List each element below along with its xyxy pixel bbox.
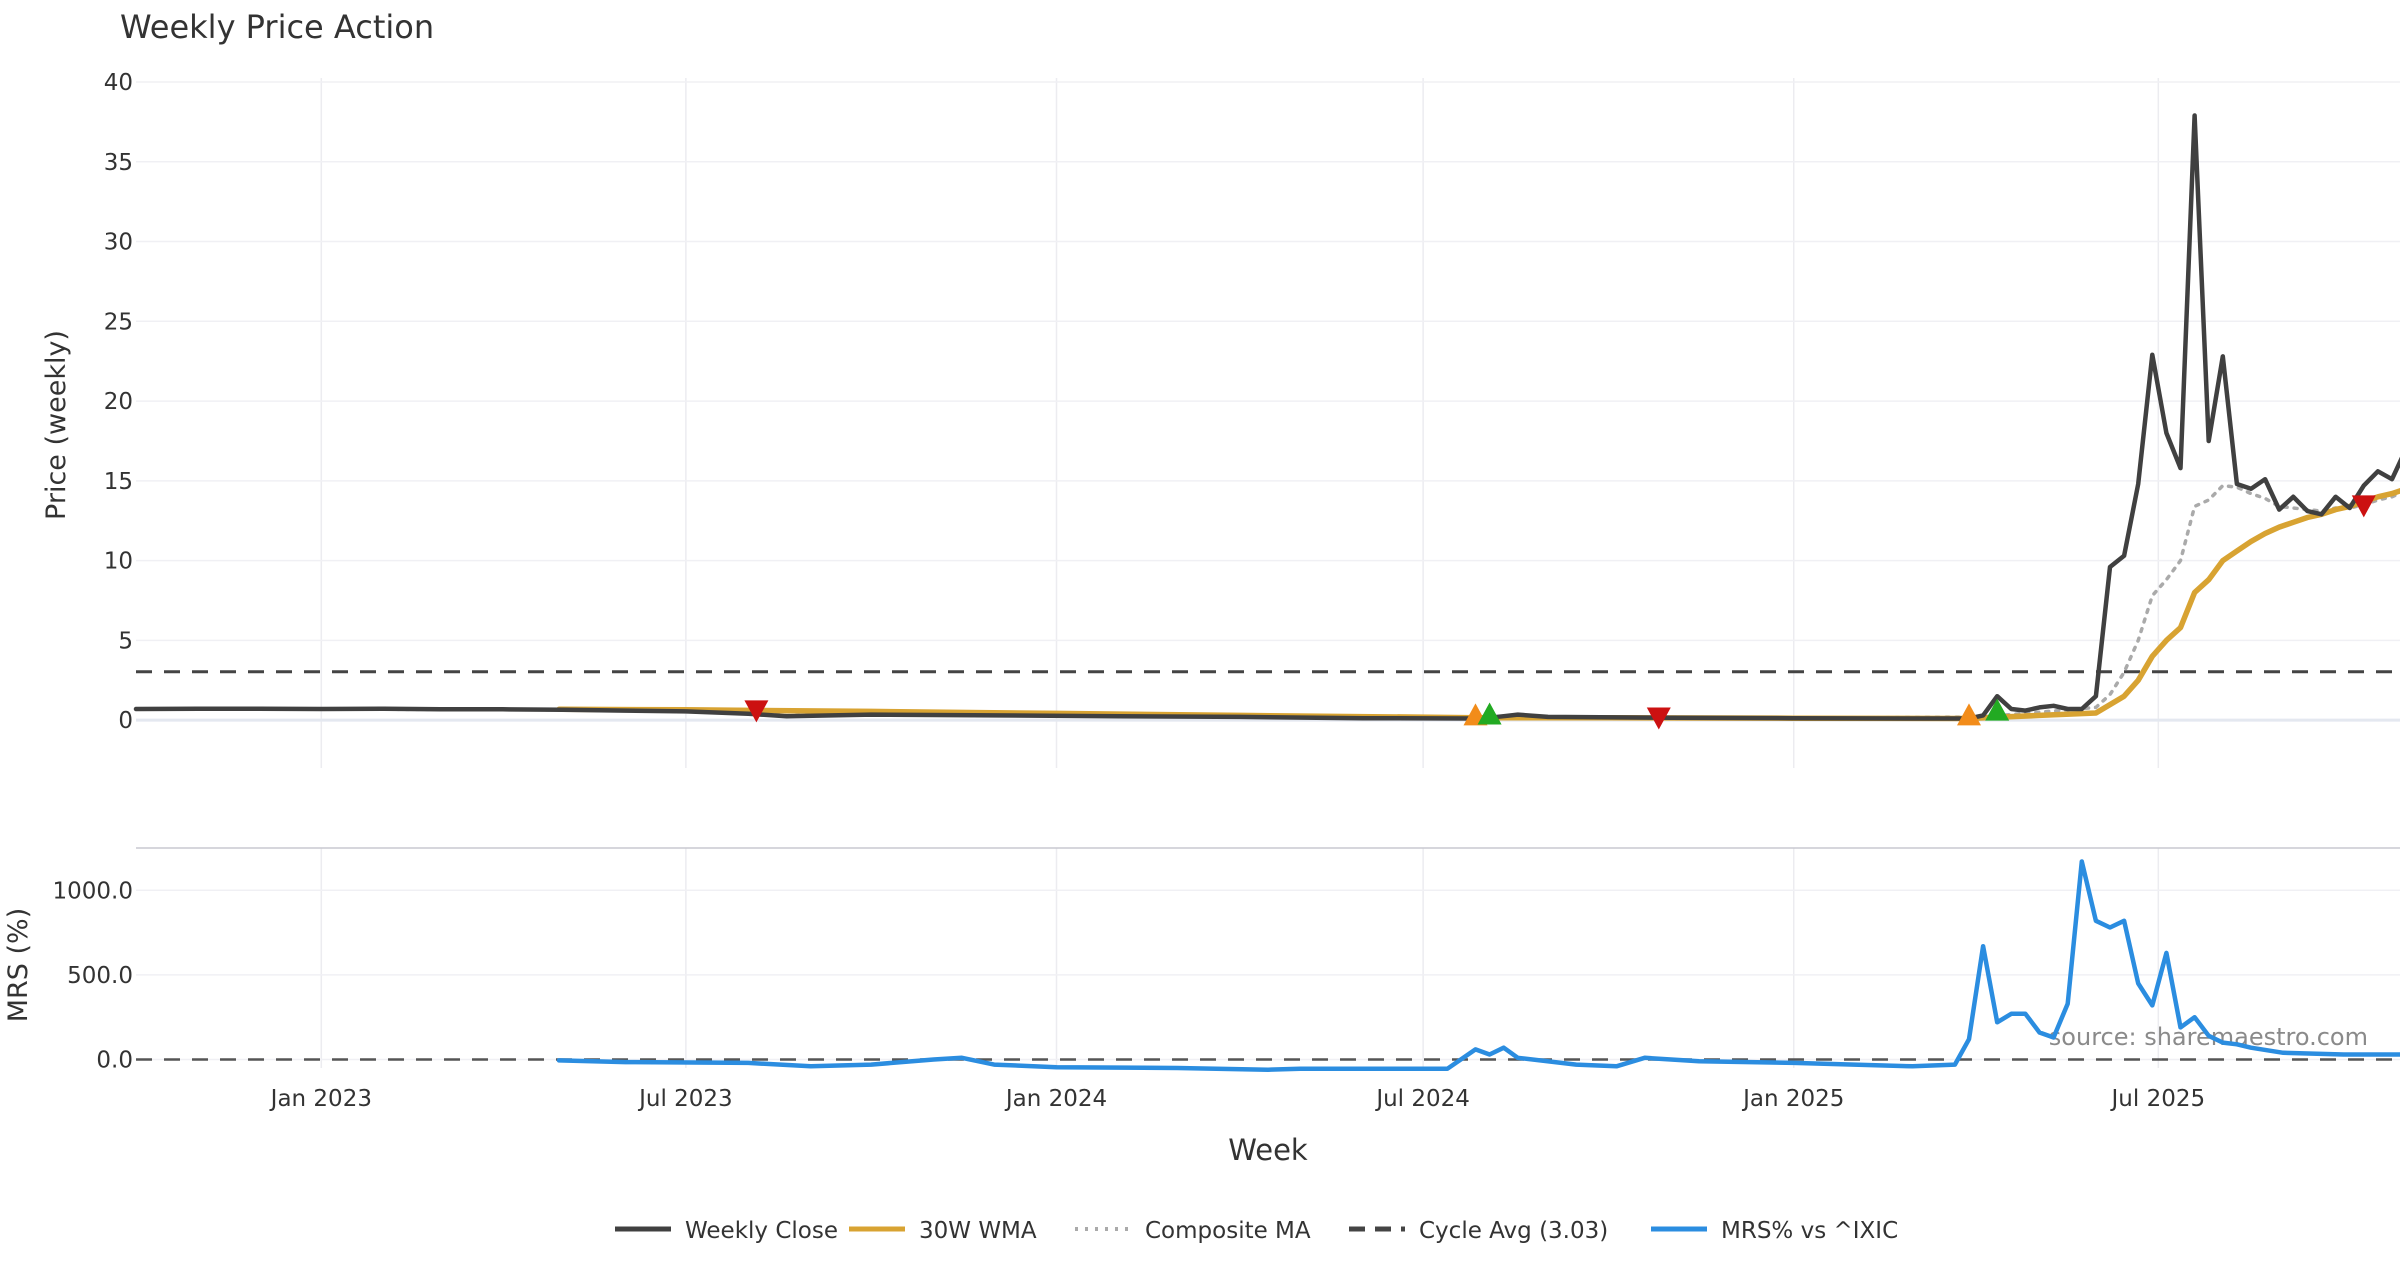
y-tick-label: 5	[118, 628, 133, 654]
legend-label: Cycle Avg (3.03)	[1419, 1218, 1608, 1244]
wma-30w-line	[556, 487, 2400, 722]
y-tick-label: 20	[104, 389, 133, 415]
mrs-y-tick-label: 0.0	[96, 1048, 133, 1074]
mrs-line	[556, 859, 2400, 1072]
buy-signal-marker	[1956, 703, 1981, 726]
x-tick-label: Jan 2024	[1004, 1086, 1107, 1112]
weekly-close-line	[133, 113, 2400, 721]
y-tick-label: 0	[118, 708, 133, 734]
legend-label: Composite MA	[1145, 1218, 1311, 1244]
x-tick-label: Jul 2025	[2110, 1086, 2206, 1112]
mrs-y-tick-label: 1000.0	[53, 878, 133, 904]
y-tick-label: 25	[104, 309, 133, 335]
x-tick-label: Jan 2023	[269, 1086, 372, 1112]
buy-signal-marker	[1477, 702, 1502, 725]
composite-ma-line	[134, 483, 2400, 720]
y-tick-label: 35	[104, 150, 133, 176]
grid-layer	[136, 78, 2400, 1068]
legend-label: Weekly Close	[685, 1218, 838, 1244]
sell-signal-marker	[1646, 707, 1671, 730]
chart-title: Weekly Price Action	[120, 8, 434, 46]
y-tick-label: 15	[104, 469, 133, 495]
x-tick-label: Jul 2023	[637, 1086, 733, 1112]
legend-label: MRS% vs ^IXIC	[1721, 1218, 1898, 1244]
x-axis-label: Week	[1228, 1133, 1308, 1167]
series-layer	[133, 113, 2400, 1072]
axes-layer: Jan 2023 Jul 2023 Jan 2024 Jul 2024 Jan 2025…	[53, 70, 2400, 1112]
sell-signal-marker	[2351, 495, 2376, 518]
mrs-y-axis-label: MRS (%)	[3, 908, 34, 1023]
y-tick-label: 40	[104, 70, 133, 96]
y-tick-label: 30	[104, 230, 133, 256]
x-tick-label: Jan 2025	[1741, 1086, 1844, 1112]
y-tick-label: 10	[104, 549, 133, 575]
buy-signal-marker	[1985, 698, 2010, 721]
legend-label: 30W WMA	[919, 1218, 1037, 1244]
sell-signal-marker	[744, 700, 769, 723]
markers-layer	[744, 495, 2376, 730]
legend: Weekly Close 30W WMA Composite MA Cycle Avg…	[615, 1218, 1898, 1244]
x-tick-label: Jul 2024	[1374, 1086, 1470, 1112]
mrs-y-tick-label: 500.0	[67, 963, 133, 989]
price-y-axis-label: Price (weekly)	[41, 330, 72, 520]
